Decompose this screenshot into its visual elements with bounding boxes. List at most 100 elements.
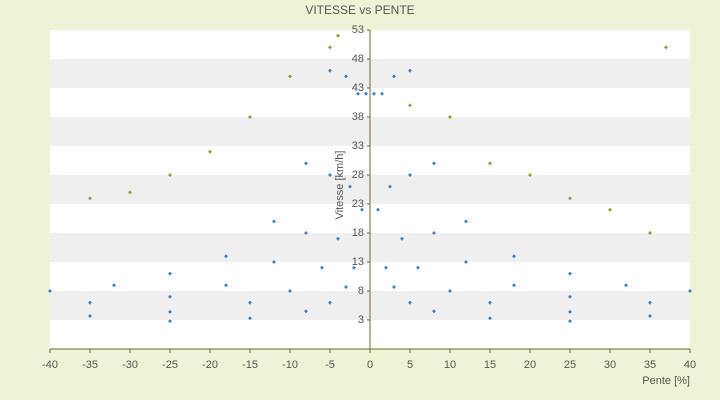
- point: [168, 294, 172, 299]
- point: [328, 68, 332, 73]
- point: [168, 319, 172, 324]
- point: [568, 309, 572, 314]
- point: [328, 173, 332, 177]
- point: [168, 173, 172, 177]
- point: [408, 173, 412, 177]
- point: [488, 161, 492, 166]
- chart-title: VITESSE vs PENTE: [305, 3, 414, 17]
- y-tick-label: 28: [352, 169, 364, 181]
- point: [488, 300, 492, 305]
- point: [328, 45, 332, 50]
- x-tick-label: 40: [684, 359, 696, 371]
- y-tick-label: 33: [352, 140, 364, 152]
- y-tick-label: 38: [352, 111, 364, 123]
- point: [364, 91, 368, 96]
- point: [648, 313, 652, 318]
- point: [448, 115, 452, 119]
- point: [608, 207, 612, 212]
- point: [624, 283, 628, 288]
- point: [88, 300, 92, 305]
- point: [336, 236, 340, 241]
- x-tick-label: 30: [604, 359, 616, 371]
- x-tick-label: 20: [524, 359, 536, 371]
- point: [408, 300, 412, 305]
- point: [372, 91, 376, 96]
- point: [360, 207, 364, 212]
- point: [224, 254, 228, 259]
- point: [464, 219, 468, 224]
- y-tick-label: 43: [352, 82, 364, 94]
- point: [392, 284, 396, 289]
- point: [528, 173, 532, 177]
- y-tick-label: 23: [352, 198, 364, 210]
- y-axis-title: Vitesse [km/h]: [334, 151, 346, 220]
- point: [224, 283, 228, 288]
- point: [304, 231, 308, 235]
- point: [432, 161, 436, 166]
- point: [512, 254, 516, 259]
- point: [488, 316, 492, 321]
- point: [648, 231, 652, 235]
- y-tick-label: 18: [352, 227, 364, 239]
- point: [432, 231, 436, 235]
- x-tick-label: -20: [202, 359, 218, 371]
- point: [568, 271, 572, 276]
- x-tick-label: 25: [564, 359, 576, 371]
- y-tick-label: 53: [352, 24, 364, 36]
- point: [376, 207, 380, 212]
- point: [248, 316, 252, 321]
- point: [248, 115, 252, 119]
- point: [448, 289, 452, 293]
- x-axis-title: Pente [%]: [642, 375, 690, 387]
- point: [168, 309, 172, 314]
- point: [344, 74, 348, 79]
- x-tick-label: -5: [325, 359, 335, 371]
- x-tick-label: -30: [122, 359, 138, 371]
- x-tick-label: 35: [644, 359, 656, 371]
- point: [328, 300, 332, 305]
- y-tick-label: 13: [352, 256, 364, 268]
- point: [88, 313, 92, 318]
- point: [568, 196, 572, 201]
- point: [648, 300, 652, 305]
- point: [688, 289, 692, 293]
- point: [400, 236, 404, 241]
- point: [380, 91, 384, 96]
- x-tick-label: -15: [242, 359, 258, 371]
- point: [384, 265, 388, 270]
- point: [288, 74, 292, 79]
- y-tick-label: 8: [358, 285, 364, 297]
- point: [272, 219, 276, 224]
- point: [88, 196, 92, 201]
- x-tick-label: 10: [444, 359, 456, 371]
- point: [356, 91, 360, 96]
- point: [272, 260, 276, 264]
- point: [304, 161, 308, 166]
- x-tick-label: 15: [484, 359, 496, 371]
- x-tick-label: 0: [367, 359, 373, 371]
- x-tick-label: -25: [162, 359, 178, 371]
- point: [344, 284, 348, 289]
- point: [392, 74, 396, 79]
- point: [416, 265, 420, 270]
- point: [388, 184, 392, 189]
- point: [432, 309, 436, 314]
- point: [304, 309, 308, 314]
- point: [568, 294, 572, 299]
- point: [568, 319, 572, 324]
- point: [48, 289, 52, 293]
- y-tick-label: 48: [352, 53, 364, 65]
- point: [320, 265, 324, 270]
- y-tick-label: 3: [358, 314, 364, 326]
- point: [168, 271, 172, 276]
- point: [348, 184, 352, 189]
- point: [128, 190, 132, 195]
- point: [336, 33, 340, 38]
- point: [512, 283, 516, 288]
- point: [408, 68, 412, 73]
- point: [112, 283, 116, 288]
- point: [664, 45, 668, 50]
- x-tick-label: 5: [407, 359, 413, 371]
